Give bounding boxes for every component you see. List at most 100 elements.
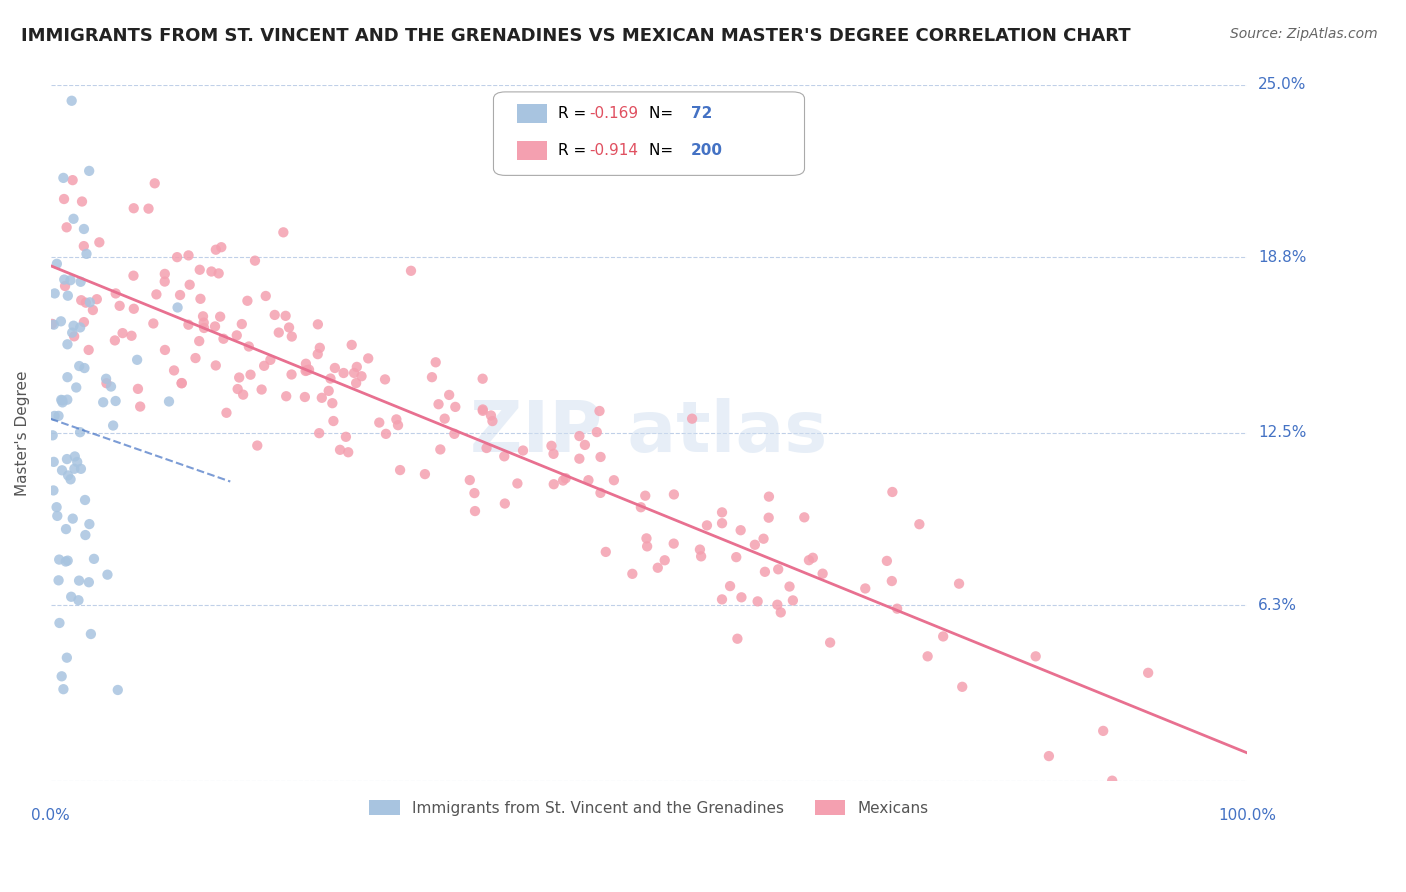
Point — [153, 267, 176, 281]
Point — [433, 411, 456, 425]
Point — [70, 462, 93, 476]
Point — [443, 426, 465, 441]
Point — [690, 549, 713, 564]
Point — [413, 467, 436, 482]
Point — [782, 593, 804, 607]
Point — [278, 320, 301, 334]
Y-axis label: Master's Degree: Master's Degree — [15, 370, 30, 496]
Point — [204, 359, 226, 373]
Point — [86, 292, 108, 306]
Point — [89, 235, 111, 250]
Point — [56, 468, 79, 483]
Point — [73, 222, 96, 236]
Point — [179, 277, 201, 292]
Point — [170, 376, 193, 390]
Point — [568, 451, 591, 466]
Point — [387, 418, 409, 433]
Point — [209, 310, 232, 324]
Text: -0.914: -0.914 — [589, 143, 638, 158]
Point — [52, 170, 75, 185]
Point — [104, 334, 127, 348]
Point — [494, 450, 516, 464]
Point — [1092, 723, 1115, 738]
Point — [725, 550, 748, 565]
Point — [209, 240, 232, 254]
Point — [127, 382, 149, 396]
Point — [876, 554, 898, 568]
Point — [59, 472, 82, 486]
Text: 72: 72 — [690, 106, 713, 121]
Point — [730, 523, 752, 537]
Point — [51, 392, 73, 407]
Point — [69, 425, 91, 440]
Point — [588, 404, 610, 418]
Point — [718, 579, 741, 593]
Point — [190, 292, 212, 306]
Point — [730, 591, 752, 605]
Point — [122, 201, 145, 215]
Text: R =: R = — [558, 143, 591, 158]
Point — [69, 320, 91, 334]
Point — [48, 552, 70, 566]
Point — [67, 359, 90, 373]
Point — [46, 508, 69, 523]
Point — [374, 372, 396, 386]
Point — [574, 438, 596, 452]
Point — [662, 487, 685, 501]
Point — [184, 351, 207, 365]
Point — [273, 225, 295, 239]
Point — [681, 411, 703, 425]
Point — [82, 303, 104, 318]
Point — [80, 627, 103, 641]
Text: IMMIGRANTS FROM ST. VINCENT AND THE GRENADINES VS MEXICAN MASTER'S DEGREE CORREL: IMMIGRANTS FROM ST. VINCENT AND THE GREN… — [21, 27, 1130, 45]
Point — [340, 338, 363, 352]
Point — [63, 462, 86, 476]
Point — [471, 404, 494, 418]
Point — [76, 247, 98, 261]
Point — [51, 393, 73, 408]
Point — [77, 164, 100, 178]
Point — [45, 500, 67, 515]
Point — [319, 371, 342, 385]
Point — [70, 293, 93, 308]
Point — [166, 250, 188, 264]
Point — [647, 560, 669, 574]
Point — [357, 351, 380, 366]
Point — [246, 439, 269, 453]
Point — [101, 418, 124, 433]
Point — [471, 372, 494, 386]
Point — [44, 409, 66, 423]
Point — [166, 301, 188, 315]
Point — [70, 194, 93, 209]
Point — [236, 293, 259, 308]
Point — [295, 357, 318, 371]
Point — [335, 430, 357, 444]
Point — [122, 268, 145, 283]
Point — [188, 334, 211, 348]
Point — [368, 416, 391, 430]
Point — [157, 394, 180, 409]
Point — [950, 680, 973, 694]
Point — [589, 486, 612, 500]
Text: ZIP atlas: ZIP atlas — [471, 399, 828, 467]
Point — [228, 370, 250, 384]
Point — [56, 370, 79, 384]
Point — [153, 343, 176, 357]
Point — [225, 328, 247, 343]
Point — [100, 379, 122, 393]
Point — [471, 402, 494, 417]
Text: 6.3%: 6.3% — [1258, 598, 1298, 613]
Point — [621, 566, 644, 581]
Point — [758, 510, 780, 524]
Point — [322, 414, 344, 428]
Point — [479, 409, 502, 423]
Point — [711, 505, 734, 519]
Text: R =: R = — [558, 106, 591, 121]
Point — [793, 510, 815, 524]
Point — [56, 650, 79, 665]
Point — [294, 364, 316, 378]
Point — [595, 545, 617, 559]
Point — [374, 426, 396, 441]
Point — [51, 669, 73, 683]
Point — [48, 574, 70, 588]
